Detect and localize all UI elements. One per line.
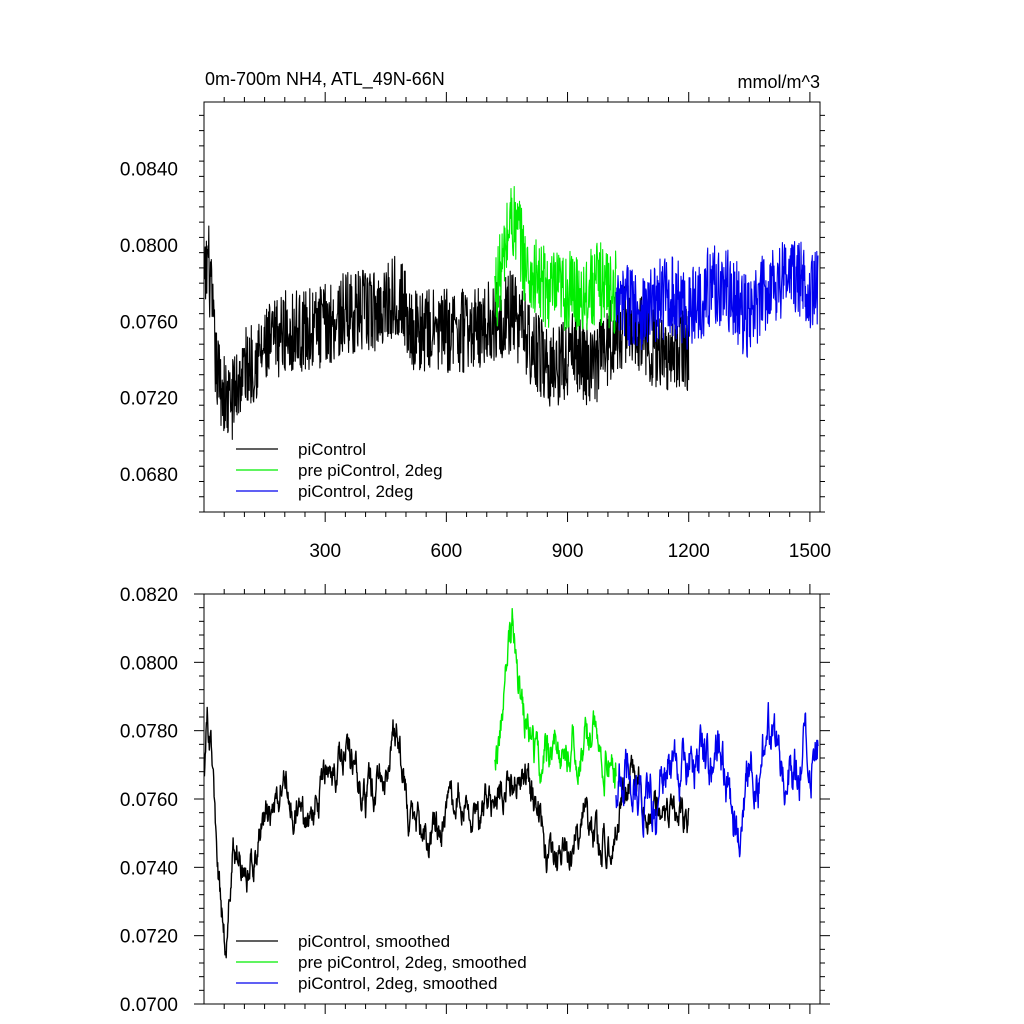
top-series-line-2 (494, 185, 617, 334)
top-x-tick-label: 1200 (668, 541, 710, 562)
top-y-tick-label: 0.0840 (120, 160, 178, 181)
bottom-series-line-1 (203, 706, 690, 959)
legend-label-pre-picontrol-2deg-smoothed: pre piControl, 2deg, smoothed (298, 953, 527, 972)
bottom-series-line-2 (494, 608, 617, 797)
bottom-chart-legend: piControl, smoothed pre piControl, 2deg,… (236, 932, 527, 993)
bottom-chart-frame (203, 593, 821, 1005)
bottom-chart-ticks (194, 584, 830, 1014)
top-chart-panel: 0m-700m NH4, ATL_49N-66N mmol/m^3 0.0680… (120, 69, 831, 562)
top-chart-x-tick-labels: 300 600 900 1200 1500 (309, 541, 831, 562)
legend-label-picontrol-2deg: piControl, 2deg (298, 482, 413, 501)
legend-label-picontrol-2deg-smoothed: piControl, 2deg, smoothed (298, 974, 497, 993)
bottom-y-tick-label: 0.0780 (120, 722, 178, 743)
top-chart-ticks (199, 92, 825, 522)
top-series-line-1 (203, 225, 690, 440)
top-chart-y-tick-labels: 0.0680 0.0720 0.0760 0.0800 0.0840 (120, 160, 178, 486)
bottom-y-tick-label: 0.0720 (120, 927, 178, 948)
top-y-tick-label: 0.0760 (120, 312, 178, 333)
legend-label-picontrol-smoothed: piControl, smoothed (298, 932, 450, 951)
top-x-tick-label: 1500 (789, 541, 831, 562)
bottom-series-line-3 (615, 702, 819, 858)
bottom-y-tick-label: 0.0700 (120, 995, 178, 1016)
top-chart-frame (203, 101, 821, 513)
top-y-tick-label: 0.0720 (120, 389, 178, 410)
top-y-tick-label: 0.0680 (120, 465, 178, 486)
bottom-y-tick-label: 0.0820 (120, 585, 178, 606)
top-x-tick-label: 900 (552, 541, 584, 562)
top-chart-series (203, 185, 819, 440)
bottom-chart-y-tick-labels: 0.0700 0.0720 0.0740 0.0760 0.0780 0.0800 0.08… (120, 585, 178, 1016)
bottom-chart-series (203, 608, 819, 959)
bottom-y-tick-label: 0.0800 (120, 653, 178, 674)
bottom-y-tick-label: 0.0760 (120, 790, 178, 811)
top-x-tick-label: 300 (309, 541, 341, 562)
top-chart-title: 0m-700m NH4, ATL_49N-66N (205, 69, 445, 90)
top-chart-units: mmol/m^3 (738, 72, 820, 92)
legend-label-pre-picontrol-2deg: pre piControl, 2deg (298, 461, 443, 480)
bottom-y-tick-label: 0.0740 (120, 858, 178, 879)
top-y-tick-label: 0.0800 (120, 236, 178, 257)
top-chart-legend: piControl pre piControl, 2deg piControl,… (236, 440, 443, 501)
bottom-chart-panel: 0.0700 0.0720 0.0740 0.0760 0.0780 0.0800 0.08… (120, 584, 830, 1016)
legend-label-picontrol: piControl (298, 440, 366, 459)
top-x-tick-label: 600 (431, 541, 463, 562)
top-series-line-3 (615, 241, 819, 358)
